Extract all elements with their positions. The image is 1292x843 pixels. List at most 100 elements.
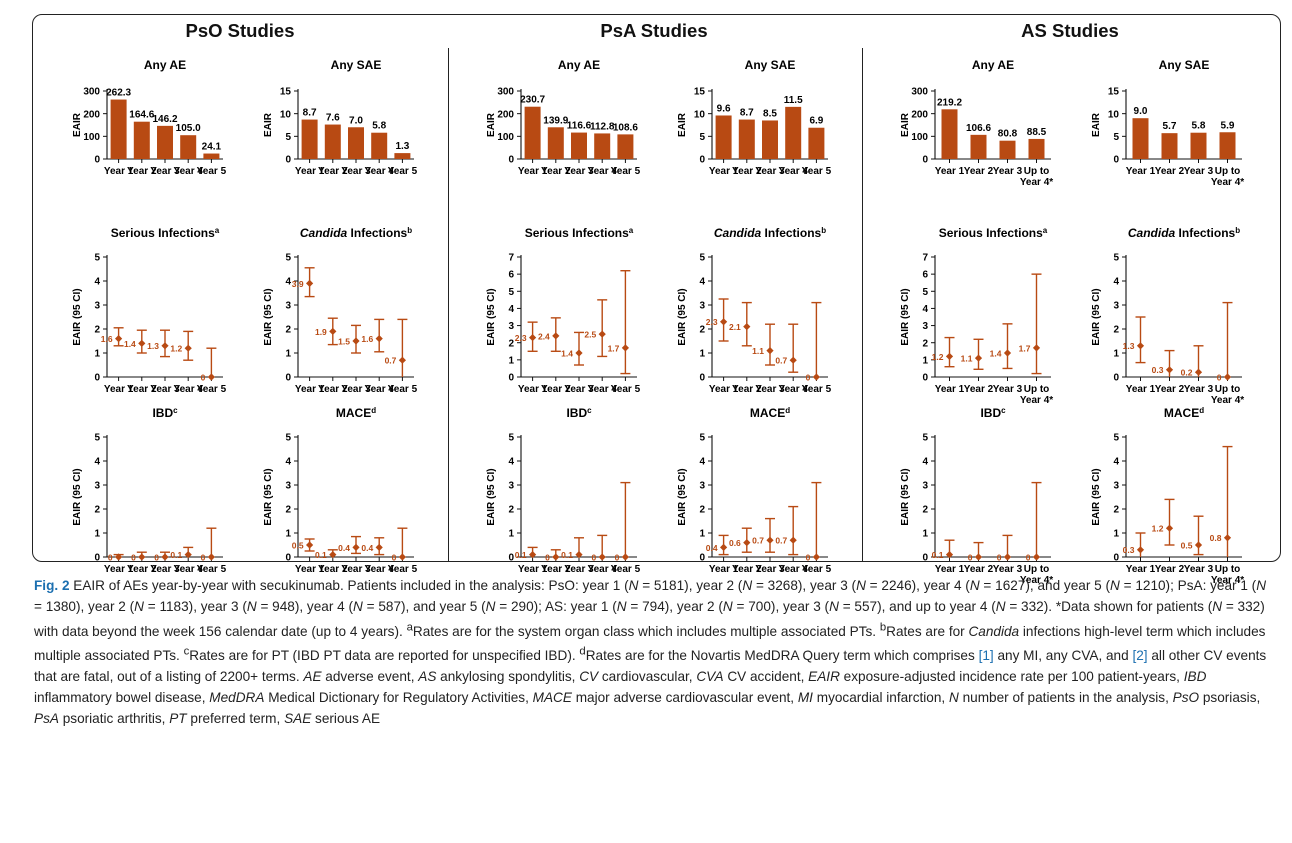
chart-title: Candida Infectionsb: [714, 226, 826, 241]
chart-title: IBDc: [152, 406, 178, 421]
bar-value-label: 6.9: [809, 116, 823, 127]
y-tick-label: 1: [508, 529, 514, 540]
y-tick-label: 1: [94, 529, 100, 540]
x-tick-label: Year 1: [935, 166, 965, 177]
y-tick-label: 4: [699, 277, 705, 288]
x-tick-label: Year 4: [587, 564, 617, 575]
caption-segment: = 1380), year 2 (: [34, 599, 135, 614]
y-tick-label: 0: [699, 553, 705, 564]
y-axis-label: EAIR: [677, 112, 688, 137]
y-tick-label: 15: [694, 87, 706, 98]
caption-segment: adverse event,: [321, 669, 419, 685]
y-tick-label: 4: [922, 457, 928, 468]
point-marker: [184, 344, 192, 352]
caption-segment: Rates are for: [886, 623, 969, 639]
y-axis-label: EAIR (95 CI): [1091, 288, 1102, 345]
bar: [808, 127, 825, 159]
x-tick-label: Year 4: [778, 564, 808, 575]
y-tick-label: 4: [94, 277, 100, 288]
y-tick-label: 0: [922, 155, 928, 166]
point-marker: [575, 551, 583, 559]
caption-segment: N: [1256, 578, 1267, 593]
x-tick-label: Year 2: [318, 564, 348, 575]
point-marker: [743, 323, 751, 331]
y-tick-label: 3: [922, 481, 928, 492]
bar: [1190, 132, 1207, 159]
y-tick-label: 100: [83, 132, 100, 143]
caption-segment: MedDRA: [209, 690, 265, 706]
chart-title-superscript: a: [1043, 226, 1048, 235]
x-tick-label: Year 5: [197, 564, 227, 575]
x-tick-label-line: Year 4*: [1020, 395, 1053, 406]
y-tick-label: 5: [922, 433, 928, 444]
bar: [371, 132, 388, 159]
x-tick-label: Year 3: [755, 564, 785, 575]
caption-segment: SAE: [284, 711, 312, 727]
chart-errorbar-9: Candida Infectionsb 0 1 2 3 4 5 EAIR (95 CI) Yea…: [677, 226, 832, 396]
point-marker: [529, 551, 537, 559]
x-tick-label-line: Year 4*: [1211, 177, 1244, 188]
chart-title-text: Any SAE: [1159, 58, 1210, 72]
x-tick-label: Year 5: [802, 166, 832, 177]
chart-title: MACEd: [336, 406, 376, 421]
point-marker: [1165, 524, 1174, 532]
point-value-label: 0.4: [361, 543, 373, 553]
x-tick-label: Year 4: [364, 166, 394, 177]
bar-value-label: 8.7: [303, 108, 317, 119]
x-tick-label: Year 1: [1126, 384, 1156, 395]
point-marker: [138, 553, 146, 561]
bar-value-label: 9.6: [717, 103, 731, 114]
caption-segment: = 557), and up to year 4 (: [838, 599, 996, 614]
y-tick-label: 3: [285, 301, 291, 312]
caption-segment: major adverse cardiovascular event,: [571, 690, 798, 706]
bar: [203, 153, 220, 159]
caption-segment: N: [1212, 599, 1223, 614]
y-tick-label: 4: [508, 304, 514, 315]
x-tick-label: Year 2: [127, 166, 157, 177]
caption-segment: N: [829, 599, 839, 614]
y-axis-label: EAIR (95 CI): [72, 288, 83, 345]
x-tick-label: Year 4: [587, 384, 617, 395]
bar-value-label: 219.2: [937, 97, 962, 108]
point-marker: [1032, 344, 1041, 352]
point-marker: [1032, 553, 1041, 561]
point-marker: [138, 339, 146, 347]
caption-segment: EAIR of AEs year-by-year with secukinuma…: [69, 578, 629, 593]
citation-link[interactable]: [2]: [1132, 648, 1148, 664]
x-tick-label-line: Up to: [1024, 384, 1050, 395]
point-marker: [306, 279, 314, 287]
caption-segment: = 290); AS: year 1 (: [495, 599, 617, 614]
caption-segment: N: [722, 599, 733, 614]
x-tick-label: Up to Year 4*: [1211, 384, 1244, 406]
x-tick-label: Year 1: [935, 384, 965, 395]
x-tick-label: Year 3: [564, 166, 594, 177]
chart-title-superscript: b: [821, 226, 826, 235]
chart-title: Any AE: [558, 58, 600, 72]
y-tick-label: 2: [922, 505, 928, 516]
chart-title-superscript: c: [1001, 406, 1006, 415]
chart-title-text: MACE: [750, 406, 785, 420]
y-tick-label: 6: [922, 270, 928, 281]
bar: [941, 109, 958, 159]
y-axis-label: EAIR (95 CI): [263, 288, 274, 345]
caption-segment: AS: [418, 669, 437, 685]
caption-segment: AE: [303, 669, 322, 685]
point-marker: [1223, 534, 1232, 542]
point-marker: [743, 539, 751, 547]
panel-divider: [448, 48, 449, 561]
caption-segment: CVA: [696, 669, 724, 685]
bar-value-label: 11.5: [784, 95, 803, 106]
citation-link[interactable]: [1]: [978, 648, 994, 664]
panel-divider: [862, 48, 863, 561]
x-tick-label: Year 3: [993, 564, 1023, 575]
x-tick-label: Year 1: [518, 166, 548, 177]
y-axis-label: EAIR: [72, 112, 83, 137]
chart-title-text: IBD: [566, 406, 587, 420]
point-marker: [766, 536, 774, 544]
y-axis-label: EAIR (95 CI): [900, 468, 911, 525]
point-value-label: 0: [997, 552, 1002, 562]
chart-title: Any AE: [972, 58, 1014, 72]
